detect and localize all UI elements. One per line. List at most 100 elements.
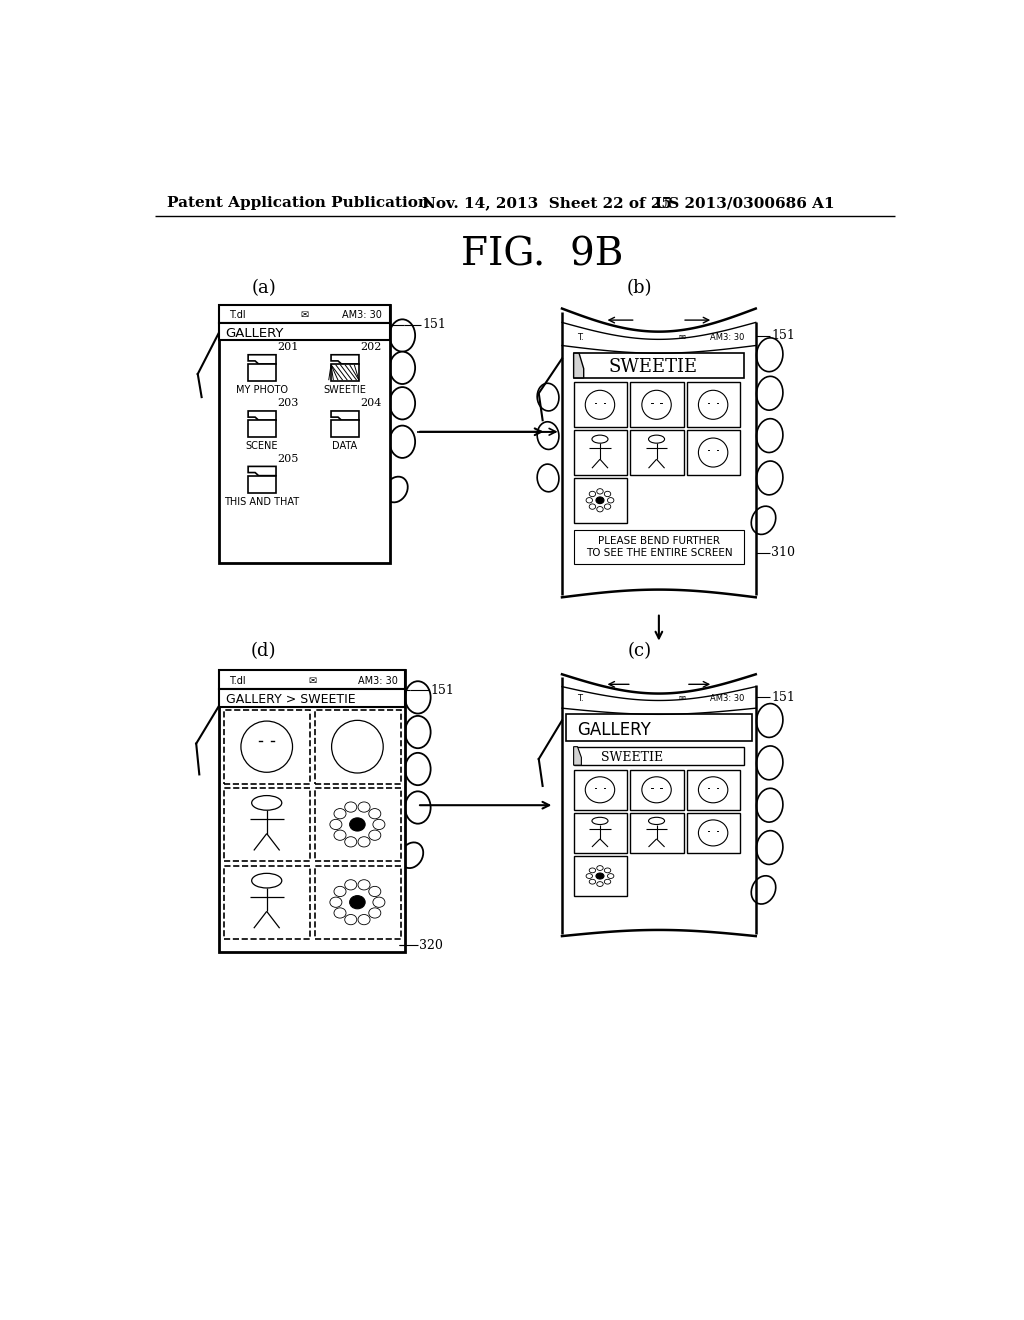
Text: 320: 320: [420, 939, 443, 952]
Text: 151: 151: [771, 329, 795, 342]
Polygon shape: [248, 355, 276, 364]
Text: PLEASE BEND FURTHER: PLEASE BEND FURTHER: [598, 536, 720, 546]
Ellipse shape: [589, 504, 596, 510]
Ellipse shape: [406, 792, 431, 824]
Ellipse shape: [648, 817, 665, 825]
Bar: [219, 305, 390, 562]
Ellipse shape: [592, 817, 608, 825]
Text: DATA: DATA: [333, 441, 357, 451]
Text: 202: 202: [360, 342, 382, 352]
Bar: [314, 788, 400, 862]
Text: 201: 201: [278, 342, 299, 352]
Text: ✉: ✉: [308, 676, 316, 686]
Ellipse shape: [589, 491, 596, 496]
Polygon shape: [248, 364, 276, 381]
Ellipse shape: [604, 491, 610, 496]
Text: 151: 151: [423, 318, 446, 331]
Ellipse shape: [369, 908, 381, 919]
Text: ✉: ✉: [679, 694, 686, 704]
Text: SWEETIE: SWEETIE: [324, 385, 367, 395]
Text: (c): (c): [628, 643, 651, 660]
Ellipse shape: [586, 498, 593, 503]
Ellipse shape: [358, 803, 370, 812]
Bar: [573, 813, 627, 853]
Text: FIG.  9B: FIG. 9B: [461, 236, 624, 273]
Text: US 2013/0300686 A1: US 2013/0300686 A1: [655, 197, 835, 210]
Text: ✉: ✉: [679, 334, 686, 342]
Ellipse shape: [604, 879, 610, 884]
Text: AM3: 30: AM3: 30: [342, 310, 382, 321]
Ellipse shape: [607, 874, 613, 878]
Ellipse shape: [345, 915, 356, 925]
Ellipse shape: [252, 874, 282, 888]
Ellipse shape: [389, 387, 415, 420]
Ellipse shape: [698, 776, 728, 803]
Text: 204: 204: [360, 399, 382, 408]
Ellipse shape: [406, 752, 431, 785]
Text: T.dl: T.dl: [228, 310, 246, 321]
Bar: [630, 770, 684, 810]
Bar: [219, 671, 406, 689]
Bar: [573, 430, 627, 475]
Ellipse shape: [586, 391, 614, 420]
Ellipse shape: [345, 837, 356, 847]
Ellipse shape: [252, 796, 282, 810]
Ellipse shape: [538, 422, 559, 449]
Polygon shape: [331, 420, 359, 437]
Ellipse shape: [400, 842, 423, 869]
Ellipse shape: [597, 507, 603, 512]
Ellipse shape: [604, 504, 610, 510]
Text: 151: 151: [430, 684, 454, 697]
Ellipse shape: [369, 830, 381, 841]
Bar: [687, 770, 740, 810]
Text: ✉: ✉: [301, 310, 309, 321]
Text: MY PHOTO: MY PHOTO: [237, 385, 288, 395]
Ellipse shape: [241, 721, 293, 772]
Ellipse shape: [757, 704, 783, 738]
Polygon shape: [248, 411, 276, 420]
Bar: [630, 813, 684, 853]
Ellipse shape: [358, 837, 370, 847]
Polygon shape: [331, 364, 359, 381]
Ellipse shape: [752, 506, 776, 535]
Ellipse shape: [596, 873, 604, 879]
Bar: [314, 866, 400, 940]
Polygon shape: [248, 475, 276, 492]
Ellipse shape: [406, 715, 431, 748]
Ellipse shape: [334, 830, 346, 841]
Polygon shape: [573, 354, 584, 378]
Ellipse shape: [757, 418, 783, 453]
Ellipse shape: [757, 338, 783, 372]
Ellipse shape: [592, 436, 608, 444]
Text: (a): (a): [251, 279, 276, 297]
Ellipse shape: [597, 882, 603, 887]
Ellipse shape: [597, 866, 603, 870]
Ellipse shape: [757, 746, 783, 780]
Ellipse shape: [648, 436, 665, 444]
Ellipse shape: [597, 488, 603, 494]
Ellipse shape: [698, 391, 728, 420]
Ellipse shape: [389, 351, 415, 384]
Bar: [224, 866, 310, 940]
Text: 310: 310: [771, 546, 796, 560]
Ellipse shape: [334, 886, 346, 896]
Bar: [573, 529, 744, 564]
Ellipse shape: [642, 776, 672, 803]
Ellipse shape: [334, 809, 346, 818]
Ellipse shape: [385, 477, 408, 503]
Ellipse shape: [358, 879, 370, 890]
Ellipse shape: [538, 465, 559, 492]
Text: SWEETIE: SWEETIE: [601, 751, 663, 764]
Text: Patent Application Publication: Patent Application Publication: [167, 197, 429, 210]
Text: T.: T.: [578, 694, 584, 704]
Ellipse shape: [757, 461, 783, 495]
Ellipse shape: [349, 896, 366, 908]
Text: THIS AND THAT: THIS AND THAT: [224, 496, 300, 507]
Bar: [219, 323, 390, 341]
Bar: [566, 714, 752, 742]
Ellipse shape: [589, 879, 596, 884]
Ellipse shape: [369, 886, 381, 896]
Polygon shape: [248, 420, 276, 437]
Text: T.dl: T.dl: [228, 676, 246, 686]
Bar: [630, 383, 684, 428]
